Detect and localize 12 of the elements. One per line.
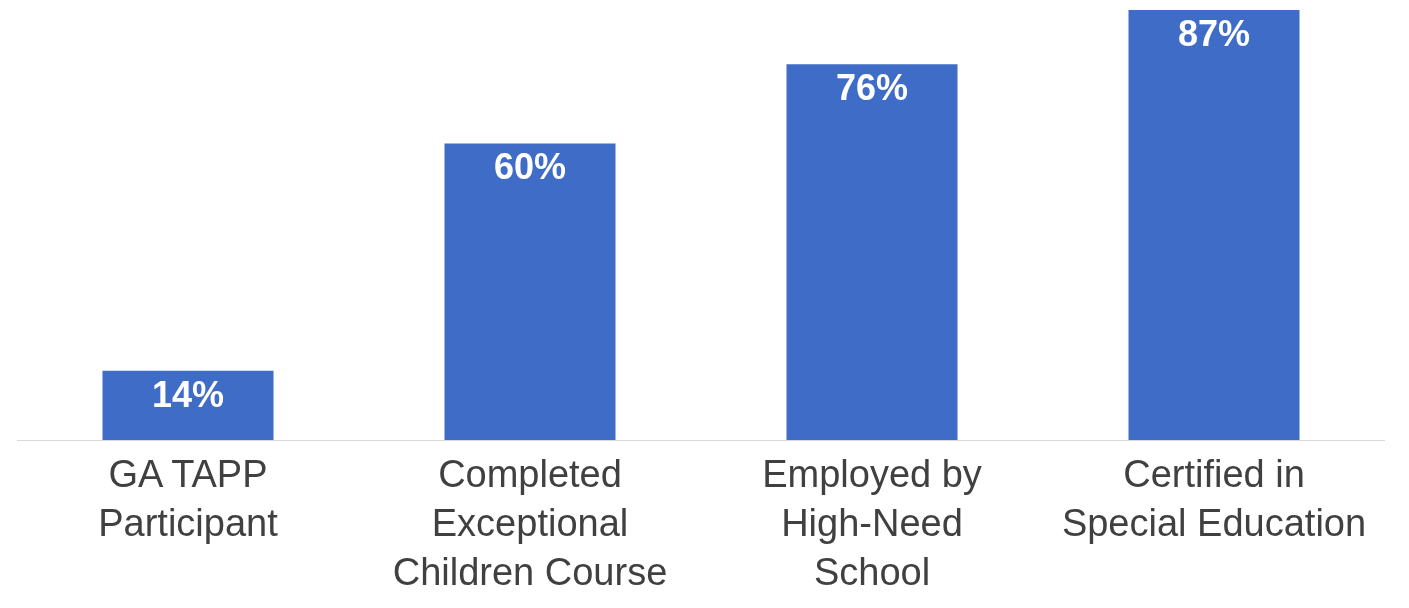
data-label: 60% — [493, 146, 567, 188]
x-tick-label: Employed by High-Need School — [762, 452, 982, 594]
bar — [444, 143, 616, 440]
bar — [102, 370, 274, 440]
x-tick-label: GA TAPP Participant — [98, 452, 279, 544]
x-tick-label: Certified in Special Education — [1061, 452, 1367, 544]
data-label: 14% — [151, 373, 225, 415]
bar — [1128, 10, 1300, 440]
bar — [786, 64, 958, 440]
data-label: 87% — [1177, 13, 1251, 54]
x-tick-label: Completed Exceptional Children Course — [392, 452, 668, 594]
data-label: 76% — [835, 67, 909, 109]
